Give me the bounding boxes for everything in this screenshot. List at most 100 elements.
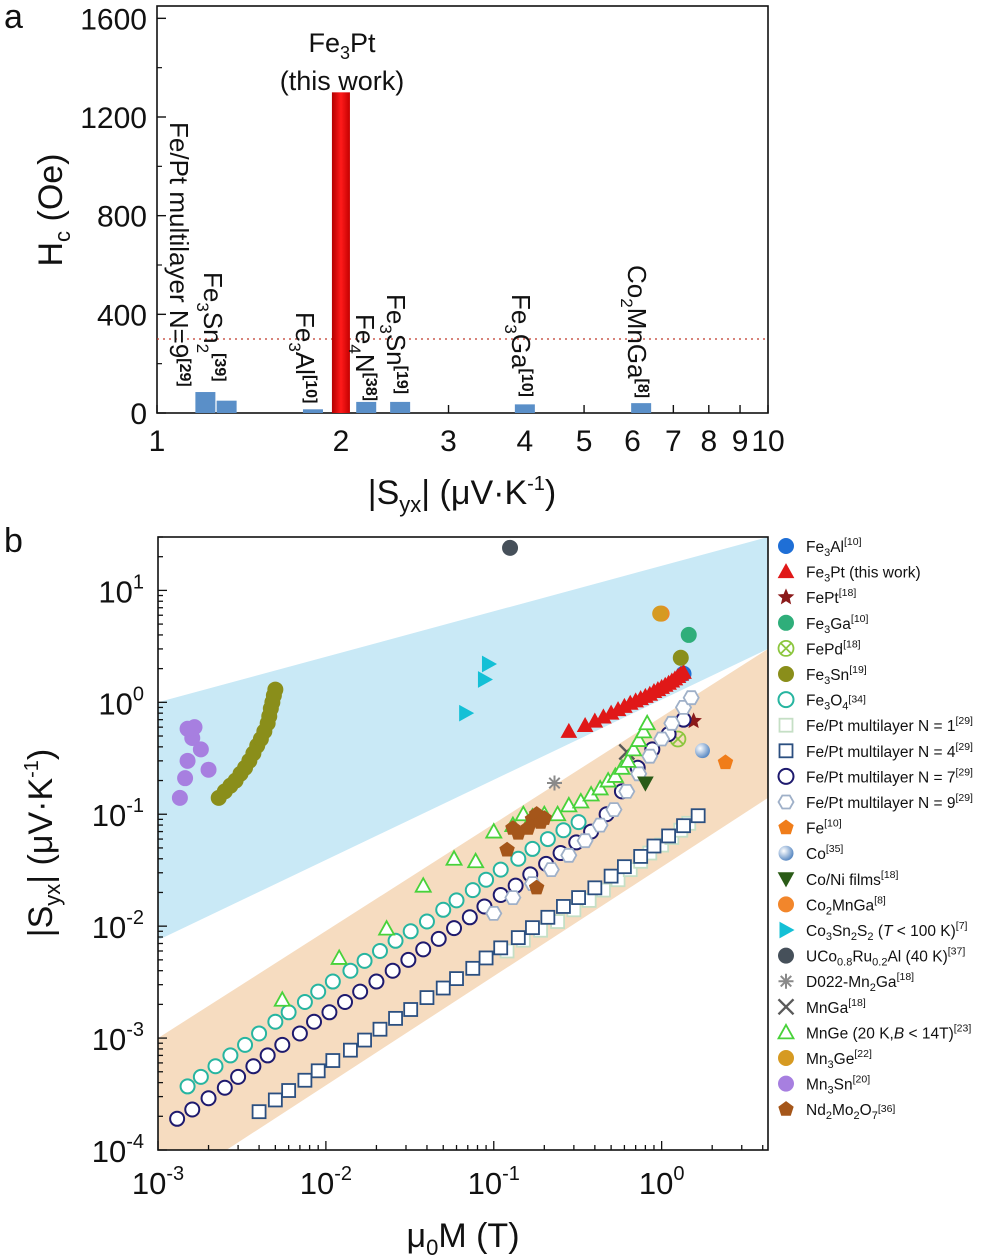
data-point xyxy=(499,841,515,857)
y-tick-label: 1200 xyxy=(80,102,147,135)
marker-part xyxy=(780,642,792,655)
data-point xyxy=(230,1068,247,1085)
series-5 xyxy=(210,649,689,806)
data-point xyxy=(603,868,619,884)
data-point xyxy=(576,833,594,849)
data-point xyxy=(184,1101,201,1118)
legend-marker xyxy=(777,588,795,605)
data-point xyxy=(267,1092,283,1108)
data-point xyxy=(682,690,700,706)
data-point xyxy=(536,810,552,825)
data-point xyxy=(281,1083,297,1098)
y-axis-label: |Syx| (μV·K-1) xyxy=(21,749,65,938)
x-axis-label: |Syx| (μV·K-1) xyxy=(368,473,557,517)
data-point xyxy=(169,1110,186,1127)
legend-label: FePt[18] xyxy=(806,587,856,607)
data-point xyxy=(448,892,465,909)
legend-marker xyxy=(778,743,794,759)
bar xyxy=(514,404,535,413)
bar xyxy=(216,400,237,413)
data-point xyxy=(419,990,435,1005)
bar-fe3pt xyxy=(331,92,350,413)
x-tick-label: 3 xyxy=(440,425,457,458)
data-point xyxy=(492,886,509,903)
data-point xyxy=(510,850,527,867)
label-this-work: (this work) xyxy=(280,66,405,96)
data-point xyxy=(179,720,196,737)
data-point xyxy=(387,932,404,949)
data-point xyxy=(505,820,521,835)
data-point xyxy=(618,751,637,768)
legend-marker xyxy=(777,563,795,579)
data-point xyxy=(510,930,526,946)
data-point xyxy=(368,973,385,990)
data-point xyxy=(605,802,623,817)
data-point xyxy=(690,808,706,824)
data-point xyxy=(502,539,519,556)
data-point xyxy=(641,748,659,764)
data-point xyxy=(680,626,697,643)
data-point xyxy=(694,743,710,759)
data-point xyxy=(207,1058,224,1075)
legend-label: Co2MnGa[8] xyxy=(806,894,886,917)
data-point xyxy=(449,971,464,986)
series-6 xyxy=(179,814,587,1095)
data-point xyxy=(555,822,572,839)
panel-b-series xyxy=(169,539,734,1127)
panel-a-bars xyxy=(195,92,652,413)
data-point xyxy=(414,876,433,893)
panel-b-legend: Fe3Al[10] Fe3Pt (this work)FePt[18] Fe3Ga[… xyxy=(776,536,973,1122)
legend-marker xyxy=(777,998,795,1016)
x-tick-label: 8 xyxy=(700,425,717,458)
data-point xyxy=(634,722,653,739)
data-point xyxy=(624,739,643,757)
y-tick-label: 10-1 xyxy=(92,795,144,833)
legend-marker xyxy=(778,717,794,733)
legend-marker xyxy=(778,819,794,835)
x-tick-label: 2 xyxy=(333,425,350,458)
data-point xyxy=(330,948,349,965)
data-point xyxy=(591,779,610,796)
data-point xyxy=(402,923,419,940)
data-point xyxy=(663,715,681,731)
label-fe3sn: Fe3Sn[19] xyxy=(376,294,411,394)
legend-label: Fe/Pt multilayer N = 9[29] xyxy=(806,792,973,812)
legend-label: Co3Sn2S2 (T < 100 K)[7] xyxy=(806,920,968,943)
data-point xyxy=(200,1090,217,1107)
data-point xyxy=(435,901,452,918)
data-point xyxy=(200,761,217,778)
data-point xyxy=(571,890,586,905)
legend-marker xyxy=(777,872,795,888)
data-point xyxy=(464,882,481,899)
data-point xyxy=(633,849,649,864)
panel-b-frame xyxy=(157,536,769,1151)
data-point xyxy=(435,980,451,996)
legend-label: Fe/Pt multilayer N = 7[29] xyxy=(806,766,973,786)
data-point xyxy=(539,831,556,848)
panel-b-chart: 10-3 10-2 10-1 10010-410-310-210-1100101μ0M… xyxy=(21,536,973,1260)
x-tick-label: 10-3 xyxy=(132,1163,184,1201)
panel-label-b: b xyxy=(4,522,23,560)
data-point xyxy=(179,1078,196,1095)
y-tick-label: 800 xyxy=(97,201,147,234)
series-8 xyxy=(251,808,706,1120)
data-point xyxy=(629,730,648,747)
legend-marker xyxy=(777,691,795,709)
legend-marker xyxy=(778,1050,794,1066)
data-point xyxy=(528,879,545,895)
data-point xyxy=(324,973,341,990)
data-point xyxy=(661,828,677,844)
data-point xyxy=(548,804,567,822)
data-point xyxy=(606,766,625,783)
legend-marker xyxy=(778,666,794,682)
legend-marker xyxy=(778,1101,794,1116)
data-point xyxy=(237,1036,254,1053)
legend-label: UCo0.8Ru0.2Al (40 K)[37] xyxy=(806,946,965,969)
data-point xyxy=(356,952,373,969)
x-tick-label: 10-1 xyxy=(468,1163,520,1201)
data-point xyxy=(525,920,540,936)
legend-label: Fe3Pt (this work) xyxy=(806,565,921,585)
series-21 xyxy=(171,719,217,806)
data-point xyxy=(291,1025,308,1042)
